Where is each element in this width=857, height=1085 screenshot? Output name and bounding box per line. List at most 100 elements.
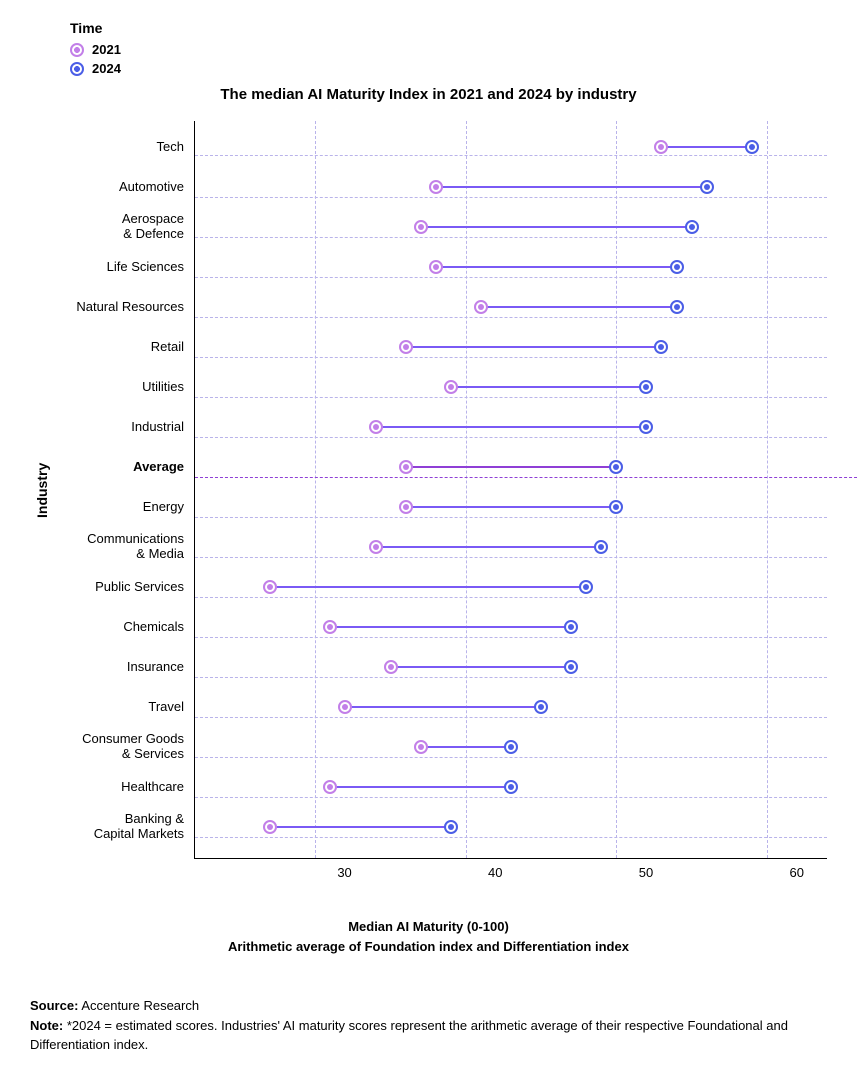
dot-2024-icon [700,180,714,194]
data-row [195,447,827,487]
legend-dot-icon [70,62,84,76]
xaxis-label: Median AI Maturity (0-100) Arithmetic av… [30,917,827,956]
data-row [195,407,827,447]
data-row [195,527,827,567]
xaxis-tick-label: 60 [789,865,803,880]
gridline-horizontal [195,557,827,558]
gridline-horizontal [195,397,827,398]
dot-2021-icon [399,460,413,474]
category-label: Tech [54,127,194,167]
xaxis-tick-label: 40 [488,865,502,880]
connector-line [391,666,572,668]
dot-2021-icon [444,380,458,394]
connector-line [436,266,677,268]
gridline-horizontal [195,357,827,358]
category-label: Banking &Capital Markets [54,807,194,847]
data-row [195,807,827,847]
gridline-horizontal [195,637,827,638]
connector-line [345,706,541,708]
dot-2024-icon [564,620,578,634]
note-label: Note: [30,1018,63,1033]
gridline-horizontal [195,197,827,198]
dot-2021-icon [399,500,413,514]
data-row [195,287,827,327]
gridline-horizontal [195,797,827,798]
data-row [195,207,827,247]
data-row [195,167,827,207]
data-row [195,687,827,727]
gridline-horizontal [195,155,827,156]
source-text: Accenture Research [81,998,199,1013]
dot-2021-icon [429,180,443,194]
data-row [195,127,827,167]
connector-line [330,786,511,788]
connector-line [406,466,617,468]
data-row [195,647,827,687]
dot-2021-icon [384,660,398,674]
legend-item-label: 2021 [92,42,121,57]
dot-2024-icon [504,780,518,794]
category-label: Utilities [54,367,194,407]
category-label: Public Services [54,567,194,607]
data-row [195,767,827,807]
category-label: Consumer Goods& Services [54,727,194,767]
dot-2021-icon [338,700,352,714]
category-label: Travel [54,687,194,727]
chart: Industry TechAutomotiveAerospace& Defenc… [30,121,827,859]
chart-title: The median AI Maturity Index in 2021 and… [30,86,827,103]
xaxis-tick-label: 50 [639,865,653,880]
dot-2024-icon [444,820,458,834]
data-row [195,367,827,407]
note-text: *2024 = estimated scores. Industries' AI… [30,1018,788,1053]
category-label: Communications& Media [54,527,194,567]
gridline-horizontal [195,517,827,518]
category-label: Healthcare [54,767,194,807]
legend: Time 20212024 [70,20,827,76]
connector-line [661,146,751,148]
connector-line [451,386,647,388]
legend-item-label: 2024 [92,61,121,76]
dot-2024-icon [609,460,623,474]
data-row [195,727,827,767]
gridline-horizontal [195,597,827,598]
dot-2021-icon [399,340,413,354]
gridline-horizontal [195,837,827,838]
dot-2024-icon [670,300,684,314]
xaxis-label-line2: Arithmetic average of Foundation index a… [30,937,827,957]
gridline-horizontal [195,717,827,718]
category-label: Aerospace& Defence [54,207,194,247]
dot-2021-icon [323,620,337,634]
dot-2021-icon [263,580,277,594]
connector-line [421,746,511,748]
source-label: Source: [30,998,78,1013]
data-row [195,487,827,527]
legend-item: 2024 [70,61,827,76]
dot-2024-icon [745,140,759,154]
data-row [195,247,827,287]
dot-2024-icon [594,540,608,554]
dot-2021-icon [263,820,277,834]
dot-2024-icon [685,220,699,234]
dot-2021-icon [429,260,443,274]
category-label: Insurance [54,647,194,687]
plot-area [194,121,827,859]
gridline-horizontal [195,437,827,438]
yaxis-category-labels: TechAutomotiveAerospace& DefenceLife Sci… [54,121,194,859]
gridline-horizontal [195,317,827,318]
data-row [195,607,827,647]
dot-2024-icon [579,580,593,594]
dot-2021-icon [414,220,428,234]
category-label: Energy [54,487,194,527]
yaxis-label: Industry [30,121,54,859]
dot-2024-icon [639,420,653,434]
gridline-horizontal [195,277,827,278]
category-label: Natural Resources [54,287,194,327]
category-label: Industrial [54,407,194,447]
connector-line [436,186,707,188]
category-label: Average [54,447,194,487]
connector-line [270,826,451,828]
category-label: Retail [54,327,194,367]
data-row [195,567,827,607]
dot-2024-icon [504,740,518,754]
dot-2024-icon [564,660,578,674]
